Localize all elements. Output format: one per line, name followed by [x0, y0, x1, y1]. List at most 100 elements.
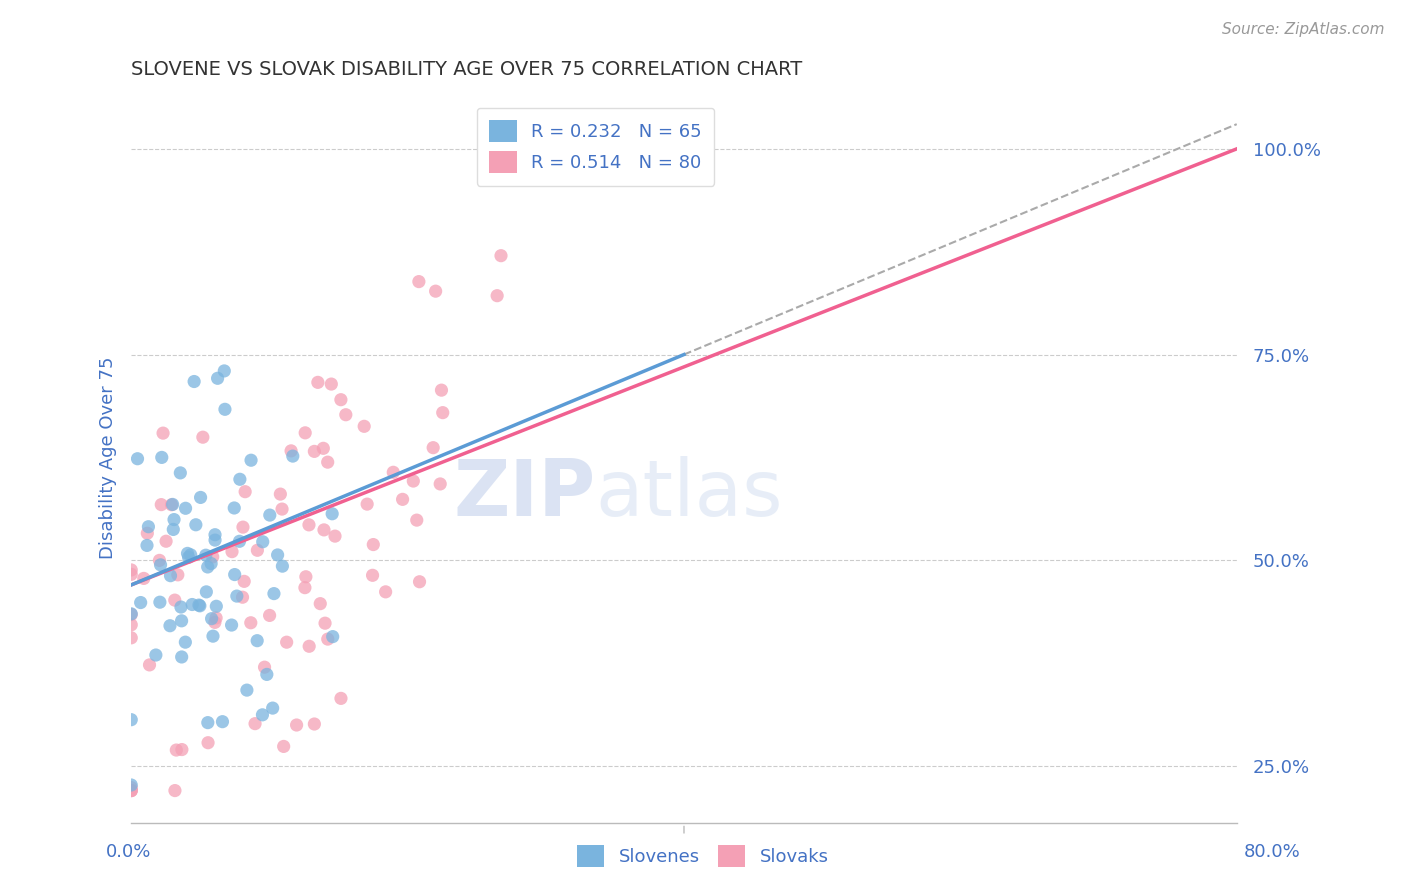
- Point: [408, 275, 430, 289]
- Point: [236, 683, 259, 698]
- Point: [176, 546, 198, 560]
- Point: [356, 497, 378, 511]
- Point: [408, 574, 430, 589]
- Point: [323, 529, 346, 543]
- Point: [149, 595, 172, 609]
- Point: [120, 783, 142, 797]
- Point: [174, 635, 197, 649]
- Point: [165, 743, 187, 757]
- Point: [120, 607, 142, 622]
- Text: SLOVENE VS SLOVAK DISABILITY AGE OVER 75 CORRELATION CHART: SLOVENE VS SLOVAK DISABILITY AGE OVER 75…: [131, 60, 803, 78]
- Point: [197, 715, 219, 730]
- Point: [201, 629, 224, 643]
- Point: [316, 632, 339, 646]
- Point: [120, 783, 142, 797]
- Point: [239, 615, 262, 630]
- Point: [120, 617, 142, 632]
- Point: [214, 402, 236, 417]
- Point: [253, 660, 276, 674]
- Point: [402, 474, 425, 488]
- Point: [304, 717, 326, 731]
- Point: [166, 567, 188, 582]
- Point: [120, 783, 142, 797]
- Point: [138, 657, 160, 672]
- Point: [197, 560, 219, 574]
- Point: [136, 538, 159, 552]
- Point: [321, 377, 343, 392]
- Point: [271, 559, 294, 574]
- Point: [180, 548, 202, 562]
- Point: [335, 408, 357, 422]
- Point: [204, 527, 226, 541]
- Point: [361, 568, 384, 582]
- Point: [181, 598, 204, 612]
- Point: [271, 502, 294, 516]
- Point: [150, 450, 173, 465]
- Point: [273, 739, 295, 754]
- Point: [295, 570, 318, 584]
- Point: [259, 508, 281, 522]
- Point: [405, 513, 427, 527]
- Point: [195, 585, 218, 599]
- Point: [120, 778, 142, 792]
- Text: Source: ZipAtlas.com: Source: ZipAtlas.com: [1222, 22, 1385, 37]
- Point: [136, 526, 159, 541]
- Point: [200, 612, 222, 626]
- Point: [170, 600, 193, 615]
- Point: [329, 392, 352, 407]
- Point: [159, 618, 181, 632]
- Text: 80.0%: 80.0%: [1244, 843, 1301, 861]
- Point: [170, 742, 193, 756]
- Point: [353, 419, 375, 434]
- Point: [321, 507, 343, 521]
- Point: [252, 534, 274, 549]
- Point: [145, 648, 167, 662]
- Legend: R = 0.232   N = 65, R = 0.514   N = 80: R = 0.232 N = 65, R = 0.514 N = 80: [477, 108, 714, 186]
- Point: [155, 534, 177, 549]
- Legend: Slovenes, Slovaks: Slovenes, Slovaks: [571, 838, 835, 874]
- Point: [214, 364, 236, 378]
- Point: [361, 537, 384, 551]
- Point: [224, 567, 246, 582]
- Point: [486, 288, 509, 302]
- Point: [294, 581, 316, 595]
- Point: [269, 487, 291, 501]
- Point: [225, 589, 247, 603]
- Point: [228, 534, 250, 549]
- Text: ZIP: ZIP: [453, 456, 596, 532]
- Point: [262, 701, 284, 715]
- Point: [240, 453, 263, 467]
- Point: [163, 593, 186, 607]
- Point: [425, 284, 447, 298]
- Point: [132, 571, 155, 585]
- Point: [263, 586, 285, 600]
- Point: [177, 550, 200, 565]
- Point: [233, 484, 256, 499]
- Point: [266, 548, 288, 562]
- Point: [200, 557, 222, 571]
- Point: [374, 585, 396, 599]
- Point: [316, 455, 339, 469]
- Point: [307, 376, 329, 390]
- Point: [194, 548, 217, 562]
- Point: [152, 426, 174, 441]
- Point: [211, 714, 233, 729]
- Point: [188, 599, 211, 613]
- Point: [120, 780, 142, 795]
- Point: [276, 635, 298, 649]
- Point: [201, 549, 224, 564]
- Point: [159, 568, 181, 582]
- Point: [391, 492, 413, 507]
- Point: [382, 465, 405, 479]
- Point: [298, 640, 321, 654]
- Point: [285, 718, 308, 732]
- Point: [184, 517, 207, 532]
- Point: [160, 498, 183, 512]
- Point: [205, 599, 228, 614]
- Point: [221, 544, 243, 558]
- Point: [294, 425, 316, 440]
- Point: [120, 607, 142, 621]
- Point: [330, 691, 353, 706]
- Point: [163, 783, 186, 797]
- Point: [162, 523, 184, 537]
